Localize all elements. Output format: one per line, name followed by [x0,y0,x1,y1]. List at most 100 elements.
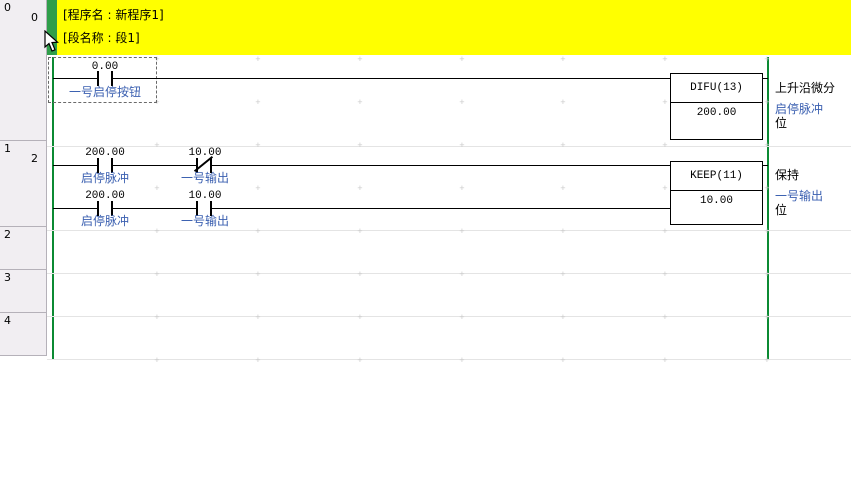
grid-mark: + [459,227,465,237]
section-header-banner[interactable]: [程序名 : 新程序1] [段名称 : 段1] [57,0,851,55]
contact-address: 200.00 [85,147,125,159]
grid-mark: + [459,55,465,65]
contact-bar [97,158,99,173]
instruction-box-keep[interactable]: KEEP(11) 10.00 [670,161,763,225]
grid-mark: + [459,184,465,194]
wire-segment [763,78,768,79]
grid-mark: + [357,313,363,323]
rung-number: 1 [4,142,11,155]
rung-separator [47,146,851,147]
grid-mark: + [255,356,261,366]
grid-mark: + [662,55,668,65]
section-header-green-bar [47,0,57,55]
operand-type-comment: 位 [775,116,788,130]
contact-label: 一号启停按钮 [68,85,141,99]
rung-separator [47,359,851,360]
instruction-operand: 200.00 [696,107,737,119]
grid-mark: + [255,270,261,280]
contact-label: 启停脉冲 [80,171,129,185]
contact-address: 200.00 [85,190,125,202]
contact-bar [111,201,113,216]
grid-mark: + [357,55,363,65]
step-number: 2 [31,152,38,165]
section-name-line: [段名称 : 段1] [63,31,140,45]
margin-cell-rung4[interactable]: 4 [0,313,47,356]
instruction-name: DIFU(13) [671,74,762,103]
contact-bar [111,158,113,173]
rung-separator [47,316,851,317]
program-name-line: [程序名 : 新程序1] [63,8,164,22]
grid-mark: + [154,313,160,323]
grid-mark: + [459,270,465,280]
wire-segment [211,165,670,166]
wire-segment [53,78,98,79]
grid-mark: + [560,313,566,323]
grid-mark: + [662,270,668,280]
contact-address: 10.00 [188,147,222,159]
grid-mark: + [459,313,465,323]
instruction-comment-title: 保持 [775,168,800,182]
contact-bar [196,201,198,216]
grid-mark: + [662,184,668,194]
operand-symbol-comment: 一号输出 [775,189,824,203]
grid-mark: + [662,313,668,323]
grid-mark: + [560,55,566,65]
wire-segment [53,208,98,209]
grid-mark: + [560,270,566,280]
wire-segment [112,78,670,79]
contact-bar [210,201,212,216]
contact-bar [111,71,113,86]
grid-mark: + [662,98,668,108]
mouse-cursor-icon [44,30,59,52]
grid-mark: + [459,98,465,108]
grid-mark: + [662,227,668,237]
step-number: 0 [31,11,38,24]
grid-mark: + [255,227,261,237]
grid-mark: + [560,184,566,194]
margin-cell-rung3[interactable]: 3 [0,270,47,313]
contact-label: 一号输出 [180,171,229,185]
grid-mark: + [154,270,160,280]
grid-mark: + [560,227,566,237]
instruction-comment-title: 上升沿微分 [775,81,836,95]
grid-mark: + [357,227,363,237]
contact-address: 10.00 [188,190,222,202]
rung-number: 0 [4,1,11,14]
wire-segment [112,208,197,209]
rung-separator [47,230,851,231]
rung-number: 2 [4,228,11,241]
wire-segment [211,208,670,209]
contact-bar [196,158,198,173]
grid-mark: + [255,55,261,65]
rung-separator [47,273,851,274]
instruction-operand: 10.00 [699,195,733,207]
instruction-name: KEEP(11) [671,162,762,191]
contact-label: 一号输出 [180,214,229,228]
grid-mark: + [459,356,465,366]
contact-bar [210,158,212,173]
instruction-box-difu[interactable]: DIFU(13) 200.00 [670,73,763,140]
margin-cell-rung0[interactable]: 0 0 [0,0,47,141]
contact-label: 启停脉冲 [80,214,129,228]
grid-mark: + [255,98,261,108]
selection-marquee [48,57,157,103]
grid-mark: + [357,270,363,280]
operand-type-comment: 位 [775,203,788,217]
grid-mark: + [255,184,261,194]
grid-mark: + [560,356,566,366]
wire-segment [763,165,768,166]
margin-cell-rung2[interactable]: 2 [0,227,47,270]
contact-bar [97,201,99,216]
grid-mark: + [560,98,566,108]
wire-segment [53,165,98,166]
margin-cell-rung1[interactable]: 1 2 [0,141,47,227]
grid-mark: + [154,356,160,366]
operand-symbol-comment: 启停脉冲 [775,102,824,116]
right-bus-bar [767,57,769,360]
grid-mark: + [357,184,363,194]
contact-bar [97,71,99,86]
rung-number: 3 [4,271,11,284]
rung-number: 4 [4,314,11,327]
contact-address: 0.00 [91,61,119,73]
